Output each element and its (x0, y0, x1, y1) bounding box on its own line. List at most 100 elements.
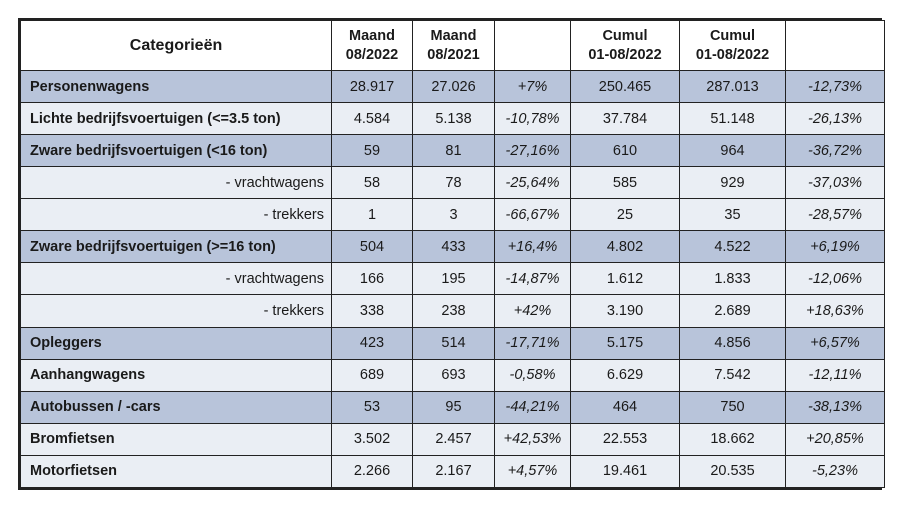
cumul-change-cell: -36,72% (785, 134, 885, 168)
month-change-cell: -44,21% (494, 390, 571, 424)
cumul-2022-cell: 25 (570, 198, 680, 232)
month-2021-cell: 95 (412, 390, 495, 424)
month-2022-cell: 2.266 (331, 454, 413, 489)
cumul-2021-cell: 4.856 (679, 326, 786, 360)
cumul-change-cell: +6,19% (785, 230, 885, 264)
month-change-cell: -25,64% (494, 166, 571, 200)
cumul-2021-cell: 929 (679, 166, 786, 200)
registration-table: Categorieën Maand 08/2022 Maand 08/2021 Cu… (20, 20, 885, 489)
table-row: - trekkers 1 3 -66,67% 25 35 -28,57% (20, 198, 885, 232)
header-month-2021: Maand 08/2021 (412, 20, 495, 71)
cumul-2021-cell: 1.833 (679, 262, 786, 296)
month-2021-cell: 2.457 (412, 422, 495, 456)
cumul-change-cell: +6,57% (785, 326, 885, 360)
table-row: - vrachtwagens 58 78 -25,64% 585 929 -37… (20, 166, 885, 200)
cumul-2022-cell: 610 (570, 134, 680, 168)
month-change-cell: +16,4% (494, 230, 571, 264)
cumul-change-cell: -12,06% (785, 262, 885, 296)
month-change-cell: -10,78% (494, 102, 571, 136)
cumul-change-cell: -37,03% (785, 166, 885, 200)
cumul-2022-cell: 585 (570, 166, 680, 200)
month-change-cell: -17,71% (494, 326, 571, 360)
cumul-2021-cell: 51.148 (679, 102, 786, 136)
header-cumul-change (785, 20, 885, 71)
cumul-2021-cell: 2.689 (679, 294, 786, 328)
row-label: Bromfietsen (20, 422, 332, 456)
cumul-2022-cell: 6.629 (570, 358, 680, 392)
month-2022-cell: 53 (331, 390, 413, 424)
header-month-change (494, 20, 571, 71)
table-row: Zware bedrijfsvoertuigen (<16 ton) 59 81… (20, 134, 885, 168)
month-2021-cell: 5.138 (412, 102, 495, 136)
month-2022-cell: 1 (331, 198, 413, 232)
month-change-cell: +7% (494, 69, 571, 104)
cumul-2022-cell: 464 (570, 390, 680, 424)
cumul-change-cell: +20,85% (785, 422, 885, 456)
row-label: Aanhangwagens (20, 358, 332, 392)
row-label: Opleggers (20, 326, 332, 360)
cumul-2022-cell: 4.802 (570, 230, 680, 264)
cumul-2022-cell: 1.612 (570, 262, 680, 296)
table-row: Zware bedrijfsvoertuigen (>=16 ton) 504 … (20, 230, 885, 264)
month-2022-cell: 689 (331, 358, 413, 392)
month-2022-cell: 3.502 (331, 422, 413, 456)
cumul-2022-cell: 3.190 (570, 294, 680, 328)
month-2021-cell: 238 (412, 294, 495, 328)
cumul-2021-cell: 287.013 (679, 69, 786, 104)
header-month-2022: Maand 08/2022 (331, 20, 413, 71)
cumul-2022-cell: 5.175 (570, 326, 680, 360)
row-label: Zware bedrijfsvoertuigen (>=16 ton) (20, 230, 332, 264)
cumul-2021-cell: 20.535 (679, 454, 786, 489)
month-change-cell: +42,53% (494, 422, 571, 456)
cumul-2022-cell: 250.465 (570, 69, 680, 104)
table-row: Bromfietsen 3.502 2.457 +42,53% 22.553 1… (20, 422, 885, 456)
month-2021-cell: 27.026 (412, 69, 495, 104)
table-row: Aanhangwagens 689 693 -0,58% 6.629 7.542… (20, 358, 885, 392)
cumul-change-cell: -26,13% (785, 102, 885, 136)
month-2022-cell: 4.584 (331, 102, 413, 136)
row-sublabel: - trekkers (20, 198, 332, 232)
table-row: Lichte bedrijfsvoertuigen (<=3.5 ton) 4.… (20, 102, 885, 136)
table-row: Motorfietsen 2.266 2.167 +4,57% 19.461 2… (20, 454, 885, 489)
table-row: Opleggers 423 514 -17,71% 5.175 4.856 +6… (20, 326, 885, 360)
row-sublabel: - vrachtwagens (20, 262, 332, 296)
header-category: Categorieën (20, 20, 332, 71)
row-label: Lichte bedrijfsvoertuigen (<=3.5 ton) (20, 102, 332, 136)
month-change-cell: -14,87% (494, 262, 571, 296)
table-row: - vrachtwagens 166 195 -14,87% 1.612 1.8… (20, 262, 885, 296)
month-2021-cell: 693 (412, 358, 495, 392)
row-label: Zware bedrijfsvoertuigen (<16 ton) (20, 134, 332, 168)
row-sublabel: - vrachtwagens (20, 166, 332, 200)
month-2022-cell: 338 (331, 294, 413, 328)
cumul-change-cell: -12,11% (785, 358, 885, 392)
cumul-2022-cell: 22.553 (570, 422, 680, 456)
month-change-cell: -66,67% (494, 198, 571, 232)
month-2022-cell: 423 (331, 326, 413, 360)
month-2021-cell: 2.167 (412, 454, 495, 489)
month-2021-cell: 195 (412, 262, 495, 296)
month-2022-cell: 59 (331, 134, 413, 168)
month-2022-cell: 58 (331, 166, 413, 200)
cumul-change-cell: +18,63% (785, 294, 885, 328)
header-cumul-2021: Cumul 01-08/2022 (679, 20, 786, 71)
month-change-cell: +4,57% (494, 454, 571, 489)
row-label: Personenwagens (20, 69, 332, 104)
month-2021-cell: 3 (412, 198, 495, 232)
cumul-2021-cell: 4.522 (679, 230, 786, 264)
registration-table-frame: Categorieën Maand 08/2022 Maand 08/2021 Cu… (18, 18, 885, 490)
row-label: Autobussen / -cars (20, 390, 332, 424)
month-2022-cell: 166 (331, 262, 413, 296)
cumul-2021-cell: 7.542 (679, 358, 786, 392)
month-change-cell: -0,58% (494, 358, 571, 392)
cumul-2021-cell: 18.662 (679, 422, 786, 456)
cumul-change-cell: -12,73% (785, 69, 885, 104)
row-label: Motorfietsen (20, 454, 332, 489)
cumul-2022-cell: 19.461 (570, 454, 680, 489)
month-2021-cell: 514 (412, 326, 495, 360)
cumul-2021-cell: 964 (679, 134, 786, 168)
header-cumul-2022: Cumul 01-08/2022 (570, 20, 680, 71)
month-2021-cell: 433 (412, 230, 495, 264)
cumul-2021-cell: 750 (679, 390, 786, 424)
month-2021-cell: 81 (412, 134, 495, 168)
header-row: Categorieën Maand 08/2022 Maand 08/2021 Cu… (20, 20, 885, 71)
